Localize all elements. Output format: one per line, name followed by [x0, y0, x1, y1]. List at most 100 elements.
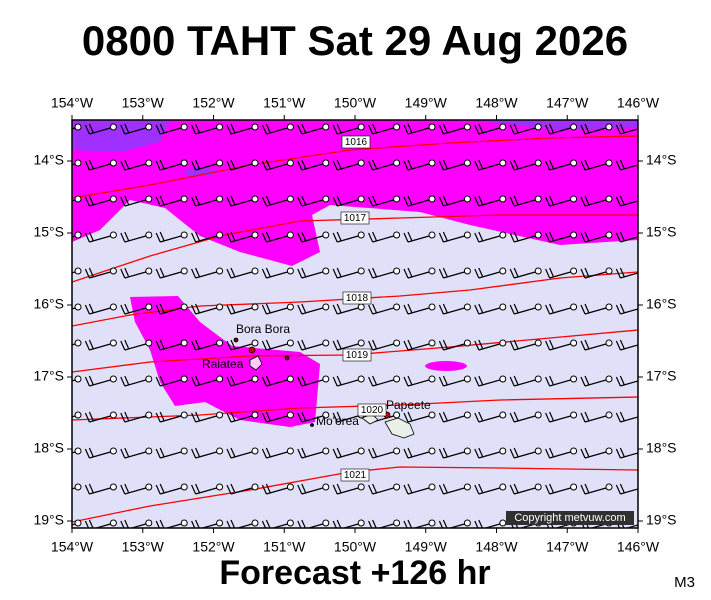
barb-feather: [54, 340, 58, 349]
isobar-label: 1019: [346, 350, 369, 361]
barb-station: [180, 159, 188, 167]
barb-station: [499, 159, 507, 167]
barb-station: [605, 159, 613, 167]
lat-label: 17°S: [33, 368, 64, 384]
barb-feather: [336, 447, 342, 458]
barb-feather: [549, 447, 555, 458]
barb-station: [393, 375, 401, 383]
barb-feather: [580, 196, 586, 207]
barb-station: [499, 231, 507, 239]
barb-station: [570, 483, 578, 491]
barb-station: [286, 483, 294, 491]
isobar-label-box: [340, 211, 370, 225]
barb-feather: [372, 267, 378, 278]
lon-label: 146°W: [617, 95, 660, 111]
barb-feather: [513, 339, 519, 350]
barb-station: [534, 447, 542, 455]
island: [248, 346, 256, 354]
lon-label: 154°W: [51, 95, 94, 111]
barb-station: [570, 159, 578, 167]
barb-feather: [88, 231, 94, 242]
barb-station: [145, 303, 153, 311]
barb-feather: [332, 412, 338, 423]
barb-feather: [368, 268, 374, 279]
barb-feather: [332, 484, 338, 495]
barb-feather: [88, 375, 94, 386]
barb-feather: [513, 375, 519, 386]
barb-station: [216, 303, 224, 311]
barb-station: [428, 483, 436, 491]
barb-station: [534, 411, 542, 419]
barb-station: [534, 339, 542, 347]
barb-feather: [297, 160, 303, 171]
barb-feather: [84, 268, 90, 279]
barb-feather: [549, 159, 555, 170]
barb-station: [605, 447, 613, 455]
barb-feather: [226, 340, 232, 351]
barb-feather: [332, 340, 338, 351]
barb-station: [251, 447, 259, 455]
barb-station: [251, 375, 259, 383]
barb-station: [322, 195, 330, 203]
barb-feather: [407, 159, 413, 170]
barb-station: [286, 447, 294, 455]
barb-feather: [261, 124, 267, 135]
barb-station: [74, 267, 82, 275]
isobar-label-box: [340, 468, 370, 482]
barb-feather: [301, 447, 307, 458]
barb-feather: [407, 447, 413, 458]
barb-feather: [261, 232, 267, 243]
barb-station: [322, 159, 330, 167]
barb-station: [286, 123, 294, 131]
barb-feather: [509, 448, 515, 459]
barb-feather: [230, 123, 236, 134]
barb-feather: [155, 340, 161, 351]
barb-staff: [235, 523, 253, 528]
barb-station: [180, 231, 188, 239]
lat-label: 15°S: [646, 224, 677, 240]
barb-feather: [438, 160, 444, 171]
barb-station: [109, 267, 117, 275]
place-label: Papeete: [386, 398, 431, 412]
barb-feather: [226, 484, 232, 495]
barb-feather: [195, 411, 201, 422]
barb-feather: [155, 232, 161, 243]
barb-feather: [84, 484, 90, 495]
barb-feather: [191, 304, 197, 315]
barb-feather: [191, 196, 197, 207]
lat-label: 15°S: [33, 224, 64, 240]
barb-staff: [165, 523, 182, 528]
barb-feather: [336, 375, 342, 386]
isobar-label-box: [342, 348, 372, 362]
lon-label: 152°W: [192, 539, 235, 555]
barb-feather: [442, 231, 448, 242]
barb-feather: [509, 412, 515, 423]
barb-feather: [155, 448, 161, 459]
barb-feather: [615, 232, 621, 243]
barb-feather: [265, 195, 271, 206]
barb-feather: [584, 447, 590, 458]
barb-feather: [195, 483, 201, 494]
barb-station: [357, 375, 365, 383]
barb-feather: [545, 412, 551, 423]
barb-feather: [513, 303, 519, 314]
barb-feather: [403, 520, 408, 528]
barb-feather: [88, 195, 94, 206]
barb-feather: [549, 339, 555, 350]
barb-feather: [155, 484, 161, 495]
barb-feather: [50, 125, 54, 134]
barb-feather: [297, 268, 303, 279]
barb-feather: [120, 484, 126, 495]
barb-feather: [368, 340, 374, 351]
barb-feather: [124, 123, 130, 134]
barb-feather: [513, 483, 519, 494]
barb-feather: [195, 159, 201, 170]
barb-station: [463, 195, 471, 203]
copyright-box: [506, 511, 634, 525]
barb-feather: [545, 160, 551, 171]
lon-label: 149°W: [405, 95, 448, 111]
barb-station: [180, 411, 188, 419]
barb-feather: [88, 483, 94, 494]
barb-feather: [619, 483, 625, 494]
barb-feather: [509, 376, 515, 387]
